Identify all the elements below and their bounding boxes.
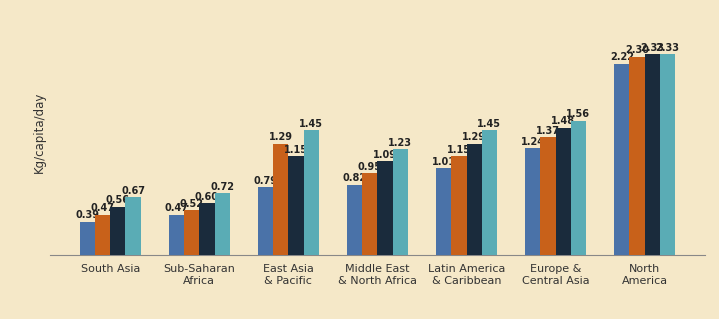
Text: 0.95: 0.95 [358,162,382,172]
Bar [184,211,199,255]
Bar [393,149,408,255]
Bar [126,197,141,255]
Text: 0.47: 0.47 [91,203,115,213]
Bar [436,168,452,255]
Text: 0.39: 0.39 [75,210,100,220]
Bar [614,64,629,255]
Text: 1.01: 1.01 [432,157,456,167]
Bar [467,144,482,255]
Bar [169,215,184,255]
Text: 0.52: 0.52 [180,199,203,209]
Bar [526,148,541,255]
Text: 1.37: 1.37 [536,126,560,136]
Text: 1.24: 1.24 [521,137,545,147]
Text: 1.45: 1.45 [299,119,323,129]
Bar [482,130,497,255]
Text: 1.45: 1.45 [477,119,501,129]
Y-axis label: Kg/capita/day: Kg/capita/day [33,92,46,173]
Bar [95,215,110,255]
Bar [571,121,586,255]
Text: 0.79: 0.79 [254,175,278,186]
Text: 0.72: 0.72 [210,182,234,192]
Bar [347,184,362,255]
Text: 1.29: 1.29 [462,132,486,143]
Bar [273,144,288,255]
Bar [110,207,126,255]
Text: 2.33: 2.33 [655,43,679,53]
Bar [362,173,377,255]
Bar [556,128,571,255]
Text: 0.67: 0.67 [121,186,145,196]
Bar [303,130,319,255]
Bar [645,54,660,255]
Text: 0.82: 0.82 [343,173,367,183]
Bar [377,161,393,255]
Text: 1.15: 1.15 [284,145,308,154]
Text: 0.60: 0.60 [195,192,219,202]
Bar [258,187,273,255]
Text: 2.22: 2.22 [610,52,634,62]
Text: 1.29: 1.29 [269,132,293,143]
Text: 2.30: 2.30 [625,45,649,56]
Text: 1.56: 1.56 [567,109,590,119]
Bar [660,54,675,255]
Text: 1.09: 1.09 [373,150,397,160]
Bar [199,204,214,255]
Bar [288,156,303,255]
Bar [629,57,645,255]
Text: 1.48: 1.48 [551,116,575,126]
Bar [80,222,95,255]
Text: 2.33: 2.33 [640,43,664,53]
Bar [214,193,229,255]
Text: 0.47: 0.47 [165,203,188,213]
Text: 1.23: 1.23 [388,137,412,148]
Text: 0.56: 0.56 [106,195,130,205]
Bar [452,156,467,255]
Bar [541,137,556,255]
Text: 1.15: 1.15 [447,145,471,154]
